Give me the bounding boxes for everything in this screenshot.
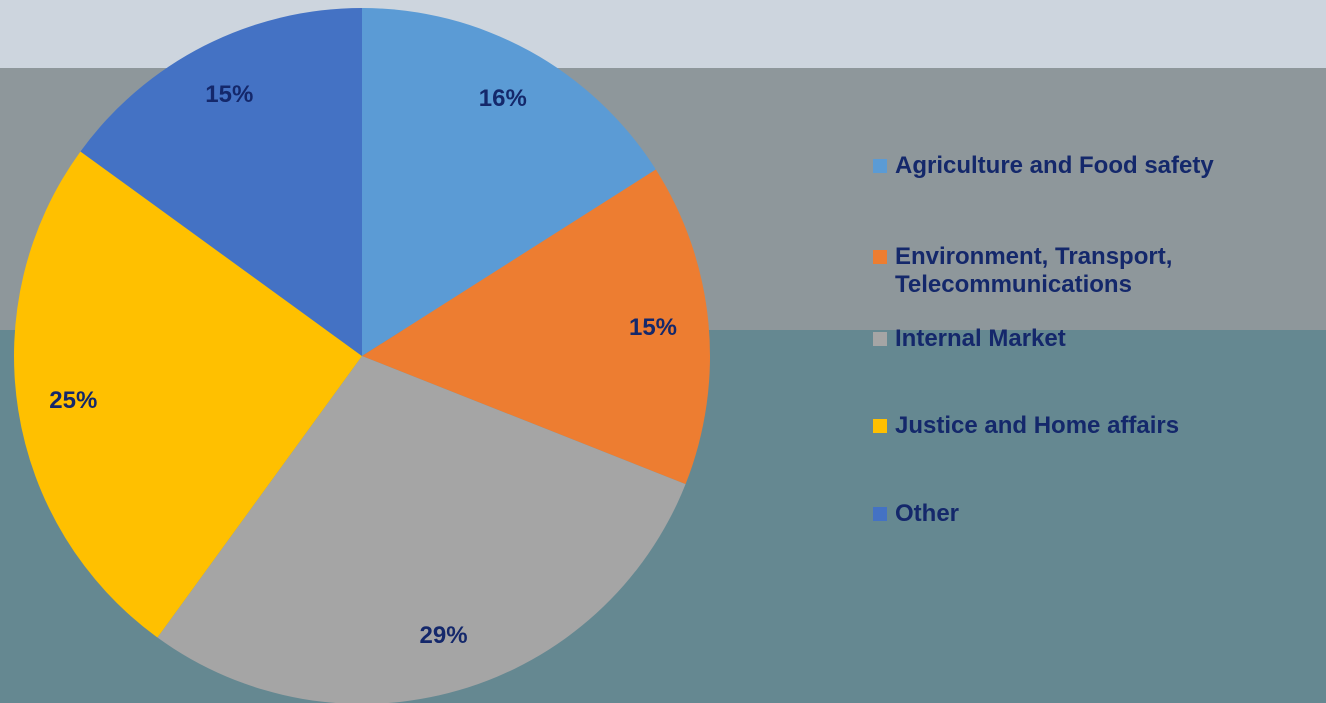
data-label: 15% [629,314,677,341]
legend-label: Justice and Home affairs [895,412,1180,439]
data-label: 15% [205,81,253,108]
legend-item: Internal Market [873,325,1323,353]
legend-swatch [873,159,887,173]
pie-slice [80,8,362,356]
legend-swatch [873,332,887,346]
legend-item: Agriculture and Food safety [873,152,1323,180]
legend-swatch [873,507,887,521]
legend-item: Other [873,500,1323,528]
data-label: 25% [49,387,97,414]
legend-label: Internal Market [895,325,1066,352]
data-label: 29% [420,622,468,649]
legend-swatch [873,250,887,264]
legend-item: Justice and Home affairs [873,412,1323,440]
legend-label: Agriculture and Food safety [895,152,1214,179]
legend-label: Other [895,500,960,527]
pie-slice [157,356,686,703]
pie-slice [362,8,656,356]
legend-swatch [873,419,887,433]
pie-slice [13,151,362,638]
data-label: 16% [479,85,527,112]
pie-slice [362,169,710,485]
legend-item: Environment, Transport, Telecommunicatio… [873,243,1323,299]
legend-label: Environment, Transport, Telecommunicatio… [895,243,1173,298]
